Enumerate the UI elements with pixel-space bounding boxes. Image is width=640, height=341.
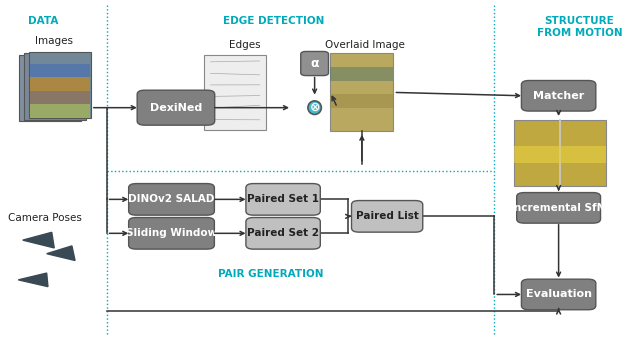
FancyBboxPatch shape — [19, 55, 81, 121]
Ellipse shape — [308, 101, 321, 115]
Text: Incremental SfM: Incremental SfM — [510, 203, 607, 213]
FancyBboxPatch shape — [522, 279, 596, 310]
Text: Overlaid Image: Overlaid Image — [325, 40, 405, 50]
Text: STRUCTURE
FROM MOTION: STRUCTURE FROM MOTION — [536, 16, 622, 38]
Text: Camera Poses: Camera Poses — [8, 213, 83, 223]
Text: DATA: DATA — [28, 16, 59, 26]
FancyBboxPatch shape — [246, 218, 320, 249]
Text: DexiNed: DexiNed — [150, 103, 202, 113]
Text: Evaluation: Evaluation — [525, 290, 591, 299]
FancyBboxPatch shape — [29, 51, 91, 118]
FancyBboxPatch shape — [204, 55, 266, 130]
Text: Edges: Edges — [230, 40, 261, 50]
FancyBboxPatch shape — [515, 146, 606, 163]
FancyBboxPatch shape — [24, 53, 86, 120]
Text: DINOv2 SALAD: DINOv2 SALAD — [129, 194, 214, 204]
Text: PAIR GENERATION: PAIR GENERATION — [218, 269, 323, 279]
Text: Matcher: Matcher — [533, 91, 584, 101]
Text: Paired List: Paired List — [356, 211, 419, 221]
FancyBboxPatch shape — [516, 193, 600, 223]
Polygon shape — [23, 232, 54, 248]
Text: ⊗: ⊗ — [309, 101, 320, 114]
Text: Paired Set 2: Paired Set 2 — [247, 228, 319, 238]
FancyBboxPatch shape — [330, 53, 394, 131]
Text: α: α — [310, 57, 319, 70]
Polygon shape — [47, 246, 75, 261]
FancyBboxPatch shape — [30, 63, 90, 77]
FancyBboxPatch shape — [129, 183, 214, 215]
Text: EDGE DETECTION: EDGE DETECTION — [223, 16, 324, 26]
Polygon shape — [19, 273, 48, 287]
FancyBboxPatch shape — [330, 67, 394, 80]
FancyBboxPatch shape — [30, 91, 90, 104]
FancyBboxPatch shape — [129, 218, 214, 249]
Text: Paired Set 1: Paired Set 1 — [247, 194, 319, 204]
FancyBboxPatch shape — [30, 77, 90, 91]
FancyBboxPatch shape — [301, 51, 328, 76]
FancyBboxPatch shape — [30, 104, 90, 118]
FancyBboxPatch shape — [522, 80, 596, 111]
FancyBboxPatch shape — [137, 90, 214, 125]
FancyBboxPatch shape — [246, 183, 320, 215]
FancyBboxPatch shape — [515, 120, 606, 186]
FancyBboxPatch shape — [330, 94, 394, 108]
FancyBboxPatch shape — [351, 201, 423, 232]
Text: Sliding Window: Sliding Window — [126, 228, 217, 238]
Text: Images: Images — [35, 36, 73, 46]
